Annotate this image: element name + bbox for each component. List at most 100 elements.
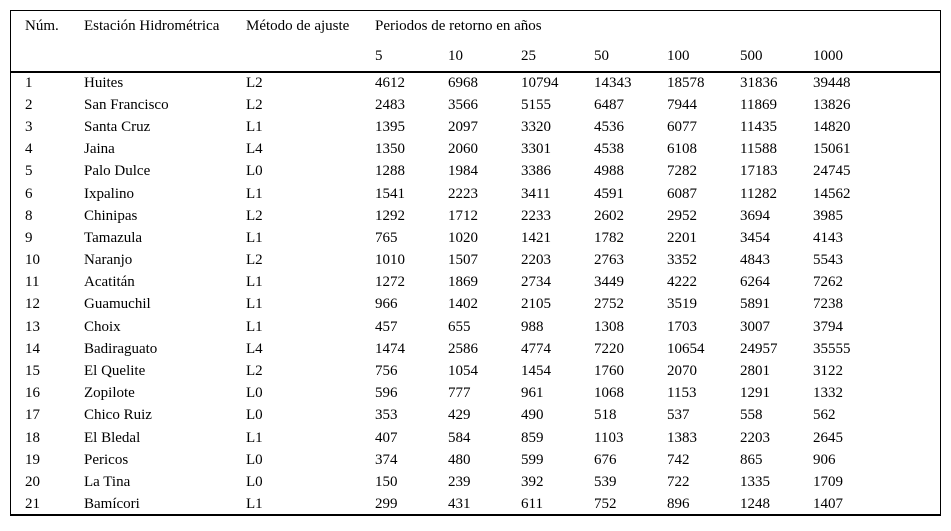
cell-method: L1 bbox=[246, 296, 263, 313]
cell-value: 2752 bbox=[594, 296, 624, 313]
cell-value: 1288 bbox=[375, 163, 405, 180]
period-header: 10 bbox=[448, 47, 463, 64]
table-row: 15 El Quelite L2 756 1054 1454 1760 2070 2801 312… bbox=[11, 360, 940, 382]
cell-value: 3122 bbox=[813, 363, 843, 380]
cell-value: 3566 bbox=[448, 96, 478, 113]
cell-value: 15061 bbox=[813, 141, 851, 158]
cell-value: 6264 bbox=[740, 274, 770, 291]
cell-value: 6487 bbox=[594, 96, 624, 113]
cell-value: 1474 bbox=[375, 340, 405, 357]
cell-value: 562 bbox=[813, 407, 836, 424]
cell-value: 5543 bbox=[813, 252, 843, 269]
cell-method: L0 bbox=[246, 163, 263, 180]
cell-method: L0 bbox=[246, 451, 263, 468]
cell-value: 2203 bbox=[740, 429, 770, 446]
cell-station: San Francisco bbox=[84, 96, 169, 113]
cell-station: Ixpalino bbox=[84, 185, 134, 202]
table-row: 1 Huites L2 4612 6968 10794 14343 18578 31836 394… bbox=[11, 72, 940, 94]
cell-value: 1068 bbox=[594, 385, 624, 402]
cell-value: 1272 bbox=[375, 274, 405, 291]
cell-value: 584 bbox=[448, 429, 471, 446]
cell-value: 4843 bbox=[740, 252, 770, 269]
cell-value: 1709 bbox=[813, 473, 843, 490]
cell-value: 1308 bbox=[594, 318, 624, 335]
cell-value: 1020 bbox=[448, 229, 478, 246]
header-num: Núm. bbox=[25, 17, 59, 34]
cell-method: L1 bbox=[246, 318, 263, 335]
cell-station: La Tina bbox=[84, 473, 131, 490]
header-method: Método de ajuste bbox=[246, 17, 350, 34]
cell-value: 11588 bbox=[740, 141, 777, 158]
cell-value: 14820 bbox=[813, 118, 851, 135]
cell-num: 4 bbox=[25, 141, 33, 158]
cell-method: L4 bbox=[246, 141, 263, 158]
cell-value: 3411 bbox=[521, 185, 551, 202]
cell-value: 3985 bbox=[813, 207, 843, 224]
table-row: 4 Jaina L4 1350 2060 3301 4538 6108 11588 15061 bbox=[11, 139, 940, 161]
cell-value: 457 bbox=[375, 318, 398, 335]
cell-num: 2 bbox=[25, 96, 33, 113]
cell-method: L1 bbox=[246, 185, 263, 202]
cell-value: 7262 bbox=[813, 274, 843, 291]
cell-value: 14562 bbox=[813, 185, 851, 202]
cell-value: 11435 bbox=[740, 118, 777, 135]
header-spacer bbox=[11, 41, 84, 72]
cell-value: 4774 bbox=[521, 340, 551, 357]
cell-num: 6 bbox=[25, 185, 33, 202]
cell-value: 31836 bbox=[740, 75, 778, 92]
table-row: 16 Zopilote L0 596 777 961 1068 1153 1291 1332 bbox=[11, 383, 940, 405]
cell-value: 4591 bbox=[594, 185, 624, 202]
cell-value: 39448 bbox=[813, 75, 851, 92]
cell-value: 1292 bbox=[375, 207, 405, 224]
cell-num: 1 bbox=[25, 75, 33, 92]
cell-value: 7220 bbox=[594, 340, 624, 357]
cell-value: 2483 bbox=[375, 96, 405, 113]
cell-method: L1 bbox=[246, 429, 263, 446]
cell-value: 742 bbox=[667, 451, 690, 468]
cell-method: L1 bbox=[246, 496, 263, 513]
cell-value: 299 bbox=[375, 496, 398, 513]
cell-value: 865 bbox=[740, 451, 763, 468]
cell-value: 599 bbox=[521, 451, 544, 468]
cell-value: 6077 bbox=[667, 118, 697, 135]
cell-station: Tamazula bbox=[84, 229, 143, 246]
cell-method: L2 bbox=[246, 252, 263, 269]
table-header: Núm. Estación Hidrométrica Método de aju… bbox=[11, 11, 940, 72]
cell-value: 537 bbox=[667, 407, 690, 424]
cell-value: 1712 bbox=[448, 207, 478, 224]
header-row-periods: 5 10 25 50 100 500 1000 bbox=[11, 41, 940, 72]
cell-station: Santa Cruz bbox=[84, 118, 151, 135]
cell-value: 558 bbox=[740, 407, 763, 424]
cell-num: 12 bbox=[25, 296, 40, 313]
cell-num: 16 bbox=[25, 385, 40, 402]
cell-value: 2097 bbox=[448, 118, 478, 135]
cell-value: 6087 bbox=[667, 185, 697, 202]
cell-value: 1402 bbox=[448, 296, 478, 313]
cell-value: 4612 bbox=[375, 75, 405, 92]
cell-value: 3454 bbox=[740, 229, 770, 246]
cell-value: 1248 bbox=[740, 496, 770, 513]
cell-method: L0 bbox=[246, 407, 263, 424]
cell-value: 2763 bbox=[594, 252, 624, 269]
cell-value: 539 bbox=[594, 473, 617, 490]
cell-value: 7238 bbox=[813, 296, 843, 313]
table-row: 17 Chico Ruiz L0 353 429 490 518 537 558 562 bbox=[11, 405, 940, 427]
cell-num: 10 bbox=[25, 252, 40, 269]
cell-value: 722 bbox=[667, 473, 690, 490]
cell-value: 765 bbox=[375, 229, 398, 246]
cell-value: 24745 bbox=[813, 163, 851, 180]
cell-method: L2 bbox=[246, 363, 263, 380]
period-header: 5 bbox=[375, 47, 383, 64]
cell-station: Bamícori bbox=[84, 496, 140, 513]
cell-station: El Quelite bbox=[84, 363, 146, 380]
period-header: 50 bbox=[594, 47, 609, 64]
cell-value: 1421 bbox=[521, 229, 551, 246]
cell-value: 1054 bbox=[448, 363, 478, 380]
table-row: 5 Palo Dulce L0 1288 1984 3386 4988 7282 17183 24… bbox=[11, 161, 940, 183]
cell-value: 756 bbox=[375, 363, 398, 380]
cell-station: Naranjo bbox=[84, 252, 133, 269]
table-row: 18 El Bledal L1 407 584 859 1103 1383 2203 2645 bbox=[11, 427, 940, 449]
cell-value: 1760 bbox=[594, 363, 624, 380]
cell-value: 2233 bbox=[521, 207, 551, 224]
period-header: 100 bbox=[667, 47, 690, 64]
